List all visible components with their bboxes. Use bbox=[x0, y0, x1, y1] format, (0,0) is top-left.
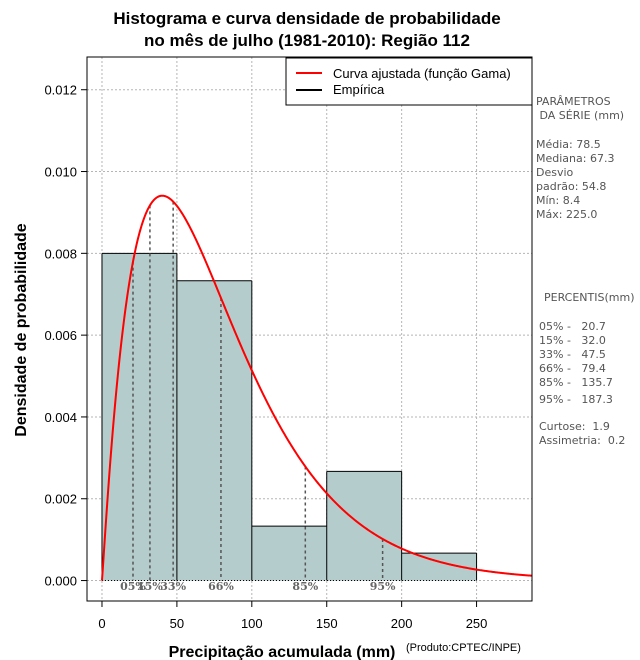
legend-box bbox=[285, 57, 533, 106]
x-tick-label-3: 150 bbox=[316, 616, 338, 631]
chart-title-line-1: Histograma e curva densidade de probabil… bbox=[113, 9, 500, 28]
x-tick-label-5: 250 bbox=[466, 616, 488, 631]
percentil-15: 15% - 32.0 bbox=[539, 334, 606, 347]
side-panel: PARÂMETROS DA SÉRIE (mm) Média: 78.5 Med… bbox=[536, 95, 635, 447]
x-tick-label-1: 50 bbox=[170, 616, 184, 631]
ticks-layer: 0 50 100 150 200 250 0.000 0.002 0.004 0.006 0.008… bbox=[44, 83, 487, 631]
percentil-95: 95% - 187.3 bbox=[539, 393, 613, 406]
stat-skewness: Assimetria: 0.2 bbox=[539, 434, 625, 447]
percentile-label-66%: 66% bbox=[208, 580, 234, 593]
y-tick-label-5: 0.010 bbox=[44, 165, 77, 180]
y-tick-label-4: 0.008 bbox=[44, 246, 77, 261]
params-title-line-2: DA SÉRIE (mm) bbox=[536, 109, 624, 122]
legend: Curva ajustada (função Gama) Empírica bbox=[285, 57, 533, 106]
params-title-line-1: PARÂMETROS bbox=[536, 95, 611, 108]
y-tick-label-0: 0.000 bbox=[44, 574, 77, 589]
percentile-label-33%: 33% bbox=[160, 580, 186, 593]
percentil-33: 33% - 47.5 bbox=[539, 348, 606, 361]
param-max: Máx: 225.0 bbox=[536, 208, 597, 221]
param-std-line-2: padrão: 54.8 bbox=[536, 180, 606, 193]
param-median: Mediana: 67.3 bbox=[536, 152, 614, 165]
y-tick-label-3: 0.006 bbox=[44, 328, 77, 343]
percentile-markers-layer: 05%15%33% 66% 85% 95% bbox=[120, 201, 396, 593]
percentile-label-15%: 15% bbox=[137, 580, 163, 593]
y-tick-label-6: 0.012 bbox=[44, 83, 77, 98]
legend-label-fitted: Curva ajustada (função Gama) bbox=[333, 66, 511, 81]
param-std-line-1: Desvio bbox=[536, 166, 574, 179]
percentile-label-95%: 95% bbox=[370, 580, 396, 593]
x-tick-label-2: 100 bbox=[241, 616, 263, 631]
y-axis-title: Densidade de probabilidade bbox=[13, 223, 30, 436]
percentile-label-05%: 05% bbox=[120, 580, 146, 593]
x-tick-label-4: 200 bbox=[391, 616, 413, 631]
percentis-title: PERCENTIS(mm) bbox=[544, 291, 635, 304]
plot-frame bbox=[86, 56, 533, 602]
x-tick-label-0: 0 bbox=[98, 616, 105, 631]
credit-label: (Produto:CPTEC/INPE) bbox=[406, 642, 521, 654]
percentil-66: 66% - 79.4 bbox=[539, 362, 606, 375]
chart-title-line-2: no mês de julho (1981-2010): Região 112 bbox=[144, 31, 470, 50]
histogram-bar-2 bbox=[251, 526, 327, 581]
percentile-label-85%: 85% bbox=[292, 580, 318, 593]
legend-label-empirical: Empírica bbox=[333, 82, 385, 97]
x-axis-title: Precipitação acumulada (mm) bbox=[169, 644, 396, 660]
percentil-05: 05% - 20.7 bbox=[539, 320, 606, 333]
stat-kurtosis: Curtose: 1.9 bbox=[539, 420, 610, 433]
curve-layer bbox=[100, 194, 533, 581]
histogram-bar-1 bbox=[176, 280, 252, 581]
param-min: Mín: 8.4 bbox=[536, 194, 580, 207]
param-mean: Média: 78.5 bbox=[536, 138, 601, 151]
fitted-gamma-curve bbox=[100, 194, 533, 581]
y-tick-label-2: 0.004 bbox=[44, 410, 77, 425]
y-tick-label-1: 0.002 bbox=[44, 492, 77, 507]
percentil-85: 85% - 135.7 bbox=[539, 376, 613, 389]
